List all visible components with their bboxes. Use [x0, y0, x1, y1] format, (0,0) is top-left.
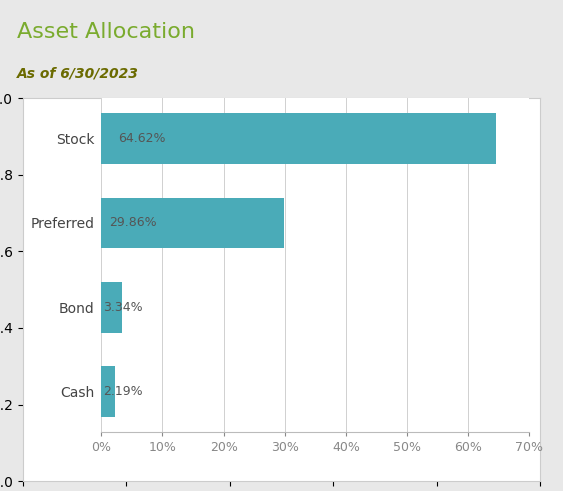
Text: Asset Allocation: Asset Allocation — [17, 22, 195, 42]
Bar — [101, 198, 284, 248]
Text: 64.62%: 64.62% — [118, 132, 166, 145]
Text: 2.19%: 2.19% — [103, 385, 142, 398]
Bar — [101, 113, 497, 164]
Bar — [101, 282, 122, 332]
Text: 3.34%: 3.34% — [103, 301, 142, 314]
Text: As of 6/30/2023: As of 6/30/2023 — [17, 66, 138, 81]
Bar — [101, 366, 115, 417]
Text: 29.86%: 29.86% — [110, 217, 157, 229]
